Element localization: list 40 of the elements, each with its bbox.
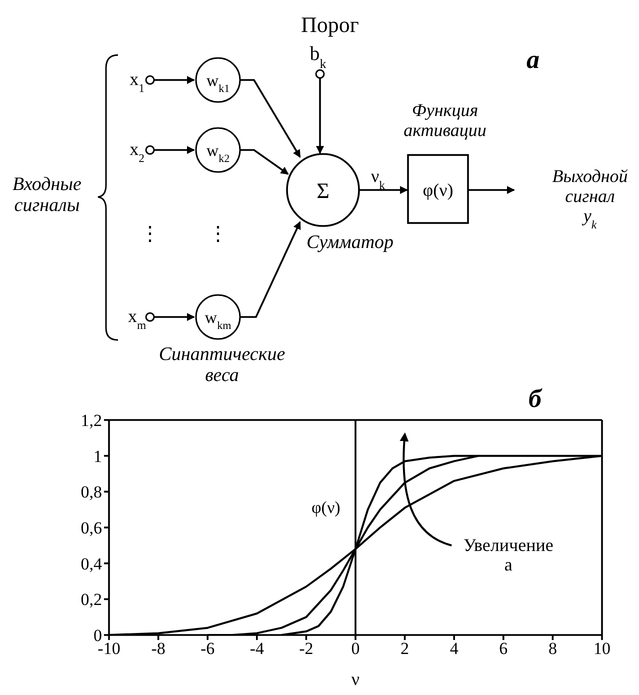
- x-tick-label: 4: [450, 639, 459, 658]
- x-tick-label: 2: [400, 639, 410, 658]
- y-tick-label: 0,8: [80, 482, 102, 502]
- x-tick-label: 6: [499, 639, 508, 658]
- text: x$_{m}$: [128, 306, 146, 332]
- text: b$_{k}$: [310, 43, 327, 70]
- text: x$_{1}$: [130, 69, 145, 94]
- text: а: [526, 45, 540, 74]
- x-tick-label: 8: [548, 639, 557, 658]
- text: x$_{2}$: [130, 139, 145, 164]
- x-tick-label: -2: [299, 639, 314, 658]
- x-tick-label: 10: [594, 639, 610, 658]
- text: Порог: [301, 12, 359, 37]
- y-tick-label: 1: [94, 446, 102, 466]
- x-tick-label: -4: [250, 639, 264, 658]
- annotation: Увеличение a: [463, 534, 554, 575]
- y-tick-label: 0,4: [80, 554, 102, 574]
- text: Сумматор: [306, 232, 394, 253]
- text: ⋮: [140, 223, 160, 245]
- y-tick-label: 0,2: [80, 590, 102, 610]
- y-tick-label: 0: [94, 626, 102, 646]
- text: w$_{k1}$: [206, 71, 230, 95]
- y-axis-title: φ(ν): [312, 498, 340, 518]
- text: Входные сигналы: [12, 174, 82, 216]
- x-tick-label: -8: [151, 639, 166, 658]
- x-tick-label: 0: [351, 639, 360, 658]
- chart-title: б: [528, 384, 543, 413]
- text: ⋮: [208, 223, 228, 245]
- text: Синаптические веса: [158, 344, 286, 386]
- text: Σ: [316, 178, 330, 203]
- text: w$_{k2}$: [206, 141, 230, 165]
- x-axis-title: ν: [351, 669, 360, 689]
- y-tick-label: 1,2: [80, 411, 102, 430]
- y-tick-label: 0,6: [80, 518, 102, 538]
- x-tick-label: -6: [200, 639, 215, 658]
- text: Выходной сигнал y$_{k}$: [552, 166, 628, 232]
- text: Функция активации: [404, 100, 486, 140]
- text: w$_{km}$: [204, 308, 232, 332]
- text: φ(ν): [422, 180, 454, 200]
- text: ν$_{k}$: [371, 166, 386, 192]
